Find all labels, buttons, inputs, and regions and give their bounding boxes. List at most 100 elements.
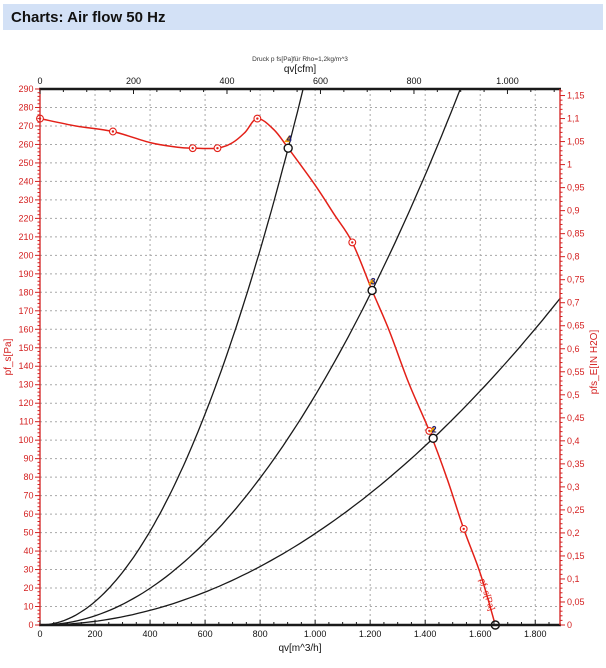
right-tick-label: 1,1 (567, 114, 580, 124)
operating-point-circle (428, 433, 438, 444)
left-tick-label: 200 (18, 250, 33, 260)
bottom-tick-label: 1.200 (359, 629, 382, 639)
right-tick-label: 0,3 (567, 482, 580, 492)
left-tick-label: 280 (18, 102, 33, 112)
bottom-axis-title: qv[m^3/h] (278, 643, 321, 654)
chart-subtitle: Druck p fs[Pa]für Rho=1,2kg/m^3 (252, 56, 348, 63)
operating-point-label: 3 (371, 276, 376, 286)
title-bar: Charts: Air flow 50 Hz (3, 4, 603, 30)
bottom-tick-label: 600 (198, 629, 213, 639)
top-tick-label: 400 (219, 76, 234, 86)
axis-top: 0 200 400 600 800 1.000 qv[cfm]Druck p fs[Pa]f… (37, 56, 555, 94)
left-tick-label: 130 (18, 380, 33, 390)
right-tick-label: 0,95 (567, 183, 585, 193)
bottom-tick-label: 800 (253, 629, 268, 639)
left-tick-label: 230 (18, 195, 33, 205)
left-tick-label: 50 (23, 528, 33, 538)
right-tick-label: 0,6 (567, 344, 580, 354)
left-tick-label: 210 (18, 232, 33, 242)
window-title: Charts: Air flow 50 Hz (11, 8, 166, 26)
left-tick-label: 150 (18, 343, 33, 353)
bottom-tick-label: 1.800 (524, 629, 547, 639)
left-axis-title: pf_s[Pa] (3, 338, 14, 375)
left-tick-label: 190 (18, 269, 33, 279)
right-tick-label: 0,45 (567, 413, 585, 423)
bottom-tick-label: 1.400 (414, 629, 437, 639)
left-tick-label: 250 (18, 158, 33, 168)
operating-points: 4 3 2 (283, 134, 501, 630)
right-tick-label: 0,5 (567, 390, 580, 400)
axis-right: 0 0,05 0,1 0,15 0,2 0,25 0,3 0,35 0,4 0,45 0,5 0,55… (560, 90, 600, 630)
left-tick-label: 290 (18, 84, 33, 94)
system-curve-1 (39, 88, 304, 626)
system-curve-2 (39, 88, 461, 626)
top-tick-label: 600 (313, 76, 328, 86)
operating-point-flag-icon (368, 277, 375, 285)
right-tick-label: 1,05 (567, 137, 585, 147)
right-tick-label: 0,55 (567, 367, 585, 377)
left-tick-label: 60 (23, 509, 33, 519)
operating-point-circle (367, 285, 377, 296)
pressure-curve (39, 117, 497, 626)
top-tick-label: 0 (37, 76, 42, 86)
bottom-tick-label: 0 (37, 629, 42, 639)
left-tick-label: 260 (18, 139, 33, 149)
bottom-tick-label: 200 (88, 629, 103, 639)
right-tick-label: 1,15 (567, 91, 585, 101)
right-tick-label: 0,4 (567, 436, 580, 446)
right-tick-label: 0,1 (567, 574, 580, 584)
right-tick-label: 0,25 (567, 505, 585, 515)
bottom-tick-label: 1.600 (469, 629, 492, 639)
operating-point-label: 4 (287, 134, 292, 144)
bottom-tick-label: 1.000 (304, 629, 327, 639)
operating-point-circle (283, 143, 293, 153)
axis-bottom: 0 200 400 600 800 1.000 1.200 1.400 1.600 1.800 qv… (37, 620, 550, 654)
top-tick-label: 1.000 (496, 76, 519, 86)
left-tick-label: 70 (23, 491, 33, 501)
axis-left: 0 10 20 30 40 50 60 70 80 90 100 110 120 130 140 150 160… (3, 84, 40, 630)
left-tick-label: 100 (18, 435, 33, 445)
right-tick-label: 0,15 (567, 551, 585, 561)
plot-frame (39, 87, 561, 627)
right-tick-label: 0,65 (567, 321, 585, 331)
right-axis-title: pfs_E[IN H2O] (589, 330, 600, 395)
right-tick-label: 0,7 (567, 298, 580, 308)
operating-point-flag-icon (284, 135, 291, 143)
system-curve-3 (40, 298, 561, 626)
right-tick-label: 0,8 (567, 252, 580, 262)
top-tick-label: 800 (406, 76, 421, 86)
left-tick-label: 180 (18, 287, 33, 297)
left-tick-label: 120 (18, 398, 33, 408)
left-tick-label: 140 (18, 361, 33, 371)
right-tick-label: 0,75 (567, 275, 585, 285)
operating-point-label: 2 (432, 424, 437, 434)
left-tick-label: 80 (23, 472, 33, 482)
left-tick-label: 90 (23, 454, 33, 464)
left-tick-label: 240 (18, 176, 33, 186)
system-curves (39, 88, 561, 626)
right-tick-label: 0,85 (567, 229, 585, 239)
left-tick-label: 0 (28, 620, 33, 630)
gridlines (40, 89, 560, 625)
left-tick-label: 270 (18, 121, 33, 131)
right-tick-label: 0,05 (567, 597, 585, 607)
pressure-curve-markers (36, 114, 468, 533)
left-tick-label: 10 (23, 602, 33, 612)
right-tick-label: 0,2 (567, 528, 580, 538)
top-axis-title: qv[cfm] (284, 64, 316, 75)
left-tick-label: 170 (18, 306, 33, 316)
right-tick-label: 0 (567, 620, 572, 630)
bottom-tick-label: 400 (143, 629, 158, 639)
operating-point-flag-icon (429, 425, 436, 433)
left-tick-label: 110 (19, 417, 33, 427)
left-tick-label: 30 (23, 565, 33, 575)
right-tick-label: 0,35 (567, 459, 585, 469)
left-tick-label: 160 (18, 324, 33, 334)
left-tick-label: 20 (23, 583, 33, 593)
left-tick-label: 40 (23, 546, 33, 556)
left-tick-label: 220 (18, 213, 33, 223)
right-tick-label: 1 (567, 160, 572, 170)
right-tick-label: 0,9 (567, 206, 580, 216)
